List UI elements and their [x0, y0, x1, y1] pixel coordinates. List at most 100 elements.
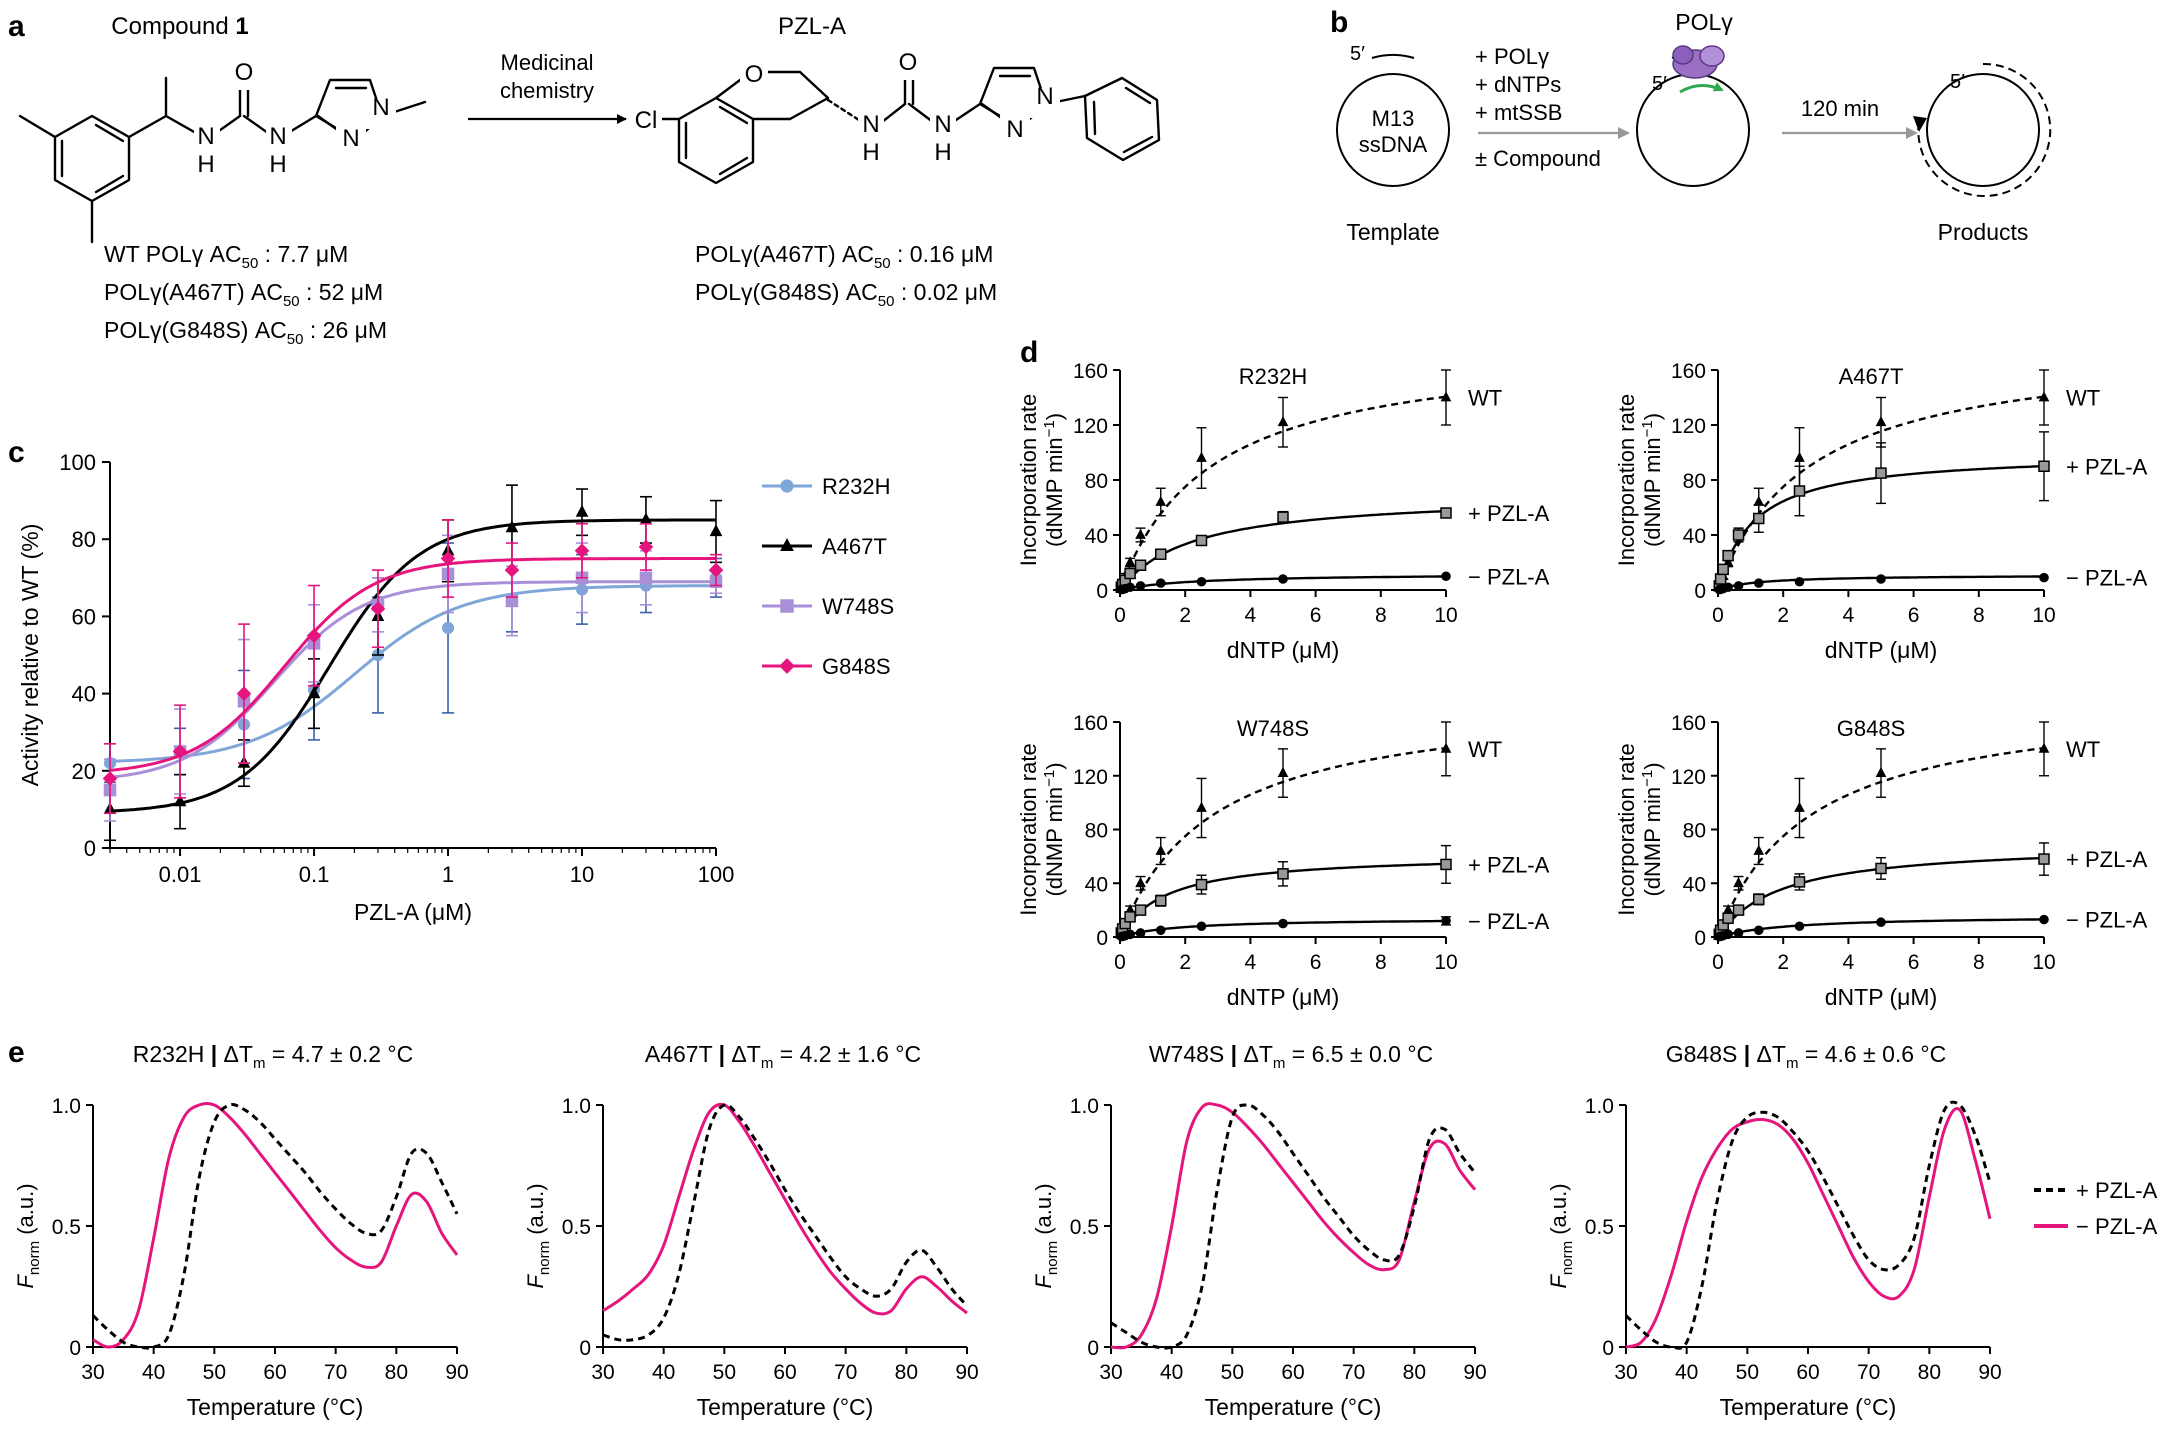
template-label: Template [1346, 219, 1439, 245]
products-label: Products [1938, 219, 2029, 245]
panel-letter-d: d [1020, 336, 1038, 369]
panel-a: a Compound 1 O N [8, 10, 1161, 348]
d-fit-curve [1716, 395, 2045, 591]
d-x-tick-label: 4 [1843, 951, 1855, 974]
pzla-atom-h2: H [934, 139, 951, 166]
d-point-triangle [1753, 844, 1765, 855]
d-point-circle [1155, 925, 1166, 936]
e-y-label-f: F [13, 1274, 38, 1289]
pzla-atom-h1: H [862, 139, 879, 166]
d-subplot-title: W748S [1237, 716, 1309, 741]
e-y-tick-label: 0.5 [1070, 1216, 1099, 1239]
d-point-square [1440, 858, 1452, 871]
product-strand-arrowhead [1913, 116, 1927, 132]
d-point-square [1277, 868, 1289, 880]
e-legend-label: − PZL-A [2076, 1214, 2158, 1239]
d-point-square [1875, 862, 1887, 875]
e-x-tick-label: 30 [81, 1361, 104, 1384]
compound1-atom-n2: N [269, 123, 286, 150]
ac50-label: POLγ(G848S) AC [104, 317, 287, 343]
reagent-1: + POLγ [1475, 44, 1549, 69]
c-point-G848S [708, 562, 724, 578]
b-five-prime-3: 5′ [1950, 71, 1965, 93]
d-x-tick-label: 2 [1777, 951, 1789, 974]
compound1-atom-n4: N [342, 125, 359, 152]
e-curve-minus-pzla [1110, 1102, 1477, 1350]
d-subplot-R232H: 0 40 80 120 160 0 2 4 6 8 10 dNTP (μM) Incorporation… [1016, 360, 1550, 663]
d-y-axis-label-2: (dNMP min−1) [1639, 413, 1665, 547]
d-point-square [1753, 893, 1765, 906]
c-point-R232H [441, 621, 455, 635]
d-y-axis-label-2: (dNMP min−1) [1041, 762, 1067, 896]
d-point-triangle [1196, 451, 1207, 462]
e-title-separator: | [211, 1041, 217, 1067]
e-y-axis-label: Fnorm (a.u.) [1546, 1183, 1576, 1288]
compound1-methyl-left [18, 114, 57, 139]
d-y-tick-label: 40 [1085, 873, 1108, 896]
e-x-tick-label: 70 [1857, 1361, 1880, 1384]
pzla-lines-line-1: POLγ(G848S) AC50 : 0.02 μM [695, 279, 997, 310]
compound1-structure [18, 76, 427, 244]
e-curve-plus-pzla [91, 1103, 459, 1350]
e-y-label-sub: norm [26, 1241, 43, 1275]
panel-c: c 0 20 40 60 80 100 0.01 0.1 1 10 100 PZL-A (μM) Act… [8, 436, 894, 925]
c-point-G848S [440, 551, 456, 566]
c-x-tick-label: 0.1 [299, 862, 330, 887]
e-subplot-W748S: W748S | ΔTm = 6.5 ± 0.0 °C 0 0.5 1.0 30 40 50 6… [1031, 1041, 1487, 1420]
d-point-square [1722, 549, 1734, 562]
d-point-circle [1441, 916, 1451, 926]
d-x-tick-label: 8 [1375, 604, 1387, 627]
e-x-tick-label: 50 [203, 1361, 226, 1384]
pzla-title: PZL-A [778, 13, 846, 40]
c-y-tick-label: 80 [72, 527, 96, 552]
e-y-tick-label: 1.0 [562, 1095, 591, 1118]
d-label-plus: + PZL-A [2066, 847, 2148, 872]
d-point-triangle [1794, 451, 1805, 462]
panel-letter-b: b [1330, 6, 1348, 39]
e-y-tick-label: 1.0 [1585, 1095, 1614, 1118]
e-x-axis-label: Temperature (°C) [1205, 1394, 1382, 1420]
d-y-axis-label-1: Incorporation rate [1614, 743, 1639, 915]
panel-letter-e: e [8, 1036, 25, 1069]
e-y-axis-label: Fnorm (a.u.) [13, 1183, 43, 1288]
d-point-triangle [1875, 416, 1887, 427]
medchem-label-1: Medicinal [501, 50, 594, 75]
e-x-tick-label: 40 [652, 1361, 675, 1384]
d-y-axis-label-2: (dNMP min−1) [1639, 762, 1665, 896]
compound1-title: Compound 1 [111, 13, 248, 40]
d-point-triangle [1277, 766, 1289, 777]
synthesis-arrow-icon [1679, 82, 1724, 94]
c-point-G848S [102, 771, 118, 786]
d-label-wt: WT [2066, 386, 2100, 411]
d-y-axis-label-1: Incorporation rate [1614, 394, 1639, 566]
d-label-plus: + PZL-A [1468, 852, 1550, 877]
e-subplot-A467T: A467T | ΔTm = 4.2 ± 1.6 °C 0 0.5 1.0 30 40 50 6… [523, 1041, 979, 1420]
panel-letter-c: c [8, 436, 25, 469]
d-point-square [1732, 904, 1745, 916]
d-point-triangle [1196, 801, 1207, 812]
panel-letter-a: a [8, 10, 25, 43]
d-y-unit-superscript: −1 [1041, 420, 1058, 437]
e-x-tick-label: 70 [834, 1361, 857, 1384]
d-y-tick-label: 80 [1683, 470, 1706, 493]
d-point-square [1124, 567, 1136, 580]
d-point-circle [1441, 571, 1451, 582]
d-y-axis-label-1: Incorporation rate [1016, 394, 1041, 566]
d-y-tick-label: 40 [1085, 525, 1108, 548]
compound1-benzene-ring [53, 114, 131, 203]
d-label-plus: + PZL-A [1468, 501, 1550, 526]
d-point-triangle [1733, 877, 1744, 888]
c-legend-marker-square [780, 599, 794, 613]
d-y-tick-label: 0 [1694, 927, 1706, 950]
d-subplot-title: G848S [1837, 716, 1906, 741]
pzla-lines-line-0: POLγ(A467T) AC50 : 0.16 μM [695, 241, 993, 272]
d-label-minus: − PZL-A [1468, 909, 1550, 934]
c-y-tick-label: 100 [59, 450, 96, 475]
pzla-atom-n2: N [934, 111, 951, 138]
d-point-circle [1794, 921, 1805, 932]
d-y-tick-label: 40 [1683, 525, 1706, 548]
d-label-wt: WT [1468, 386, 1502, 411]
